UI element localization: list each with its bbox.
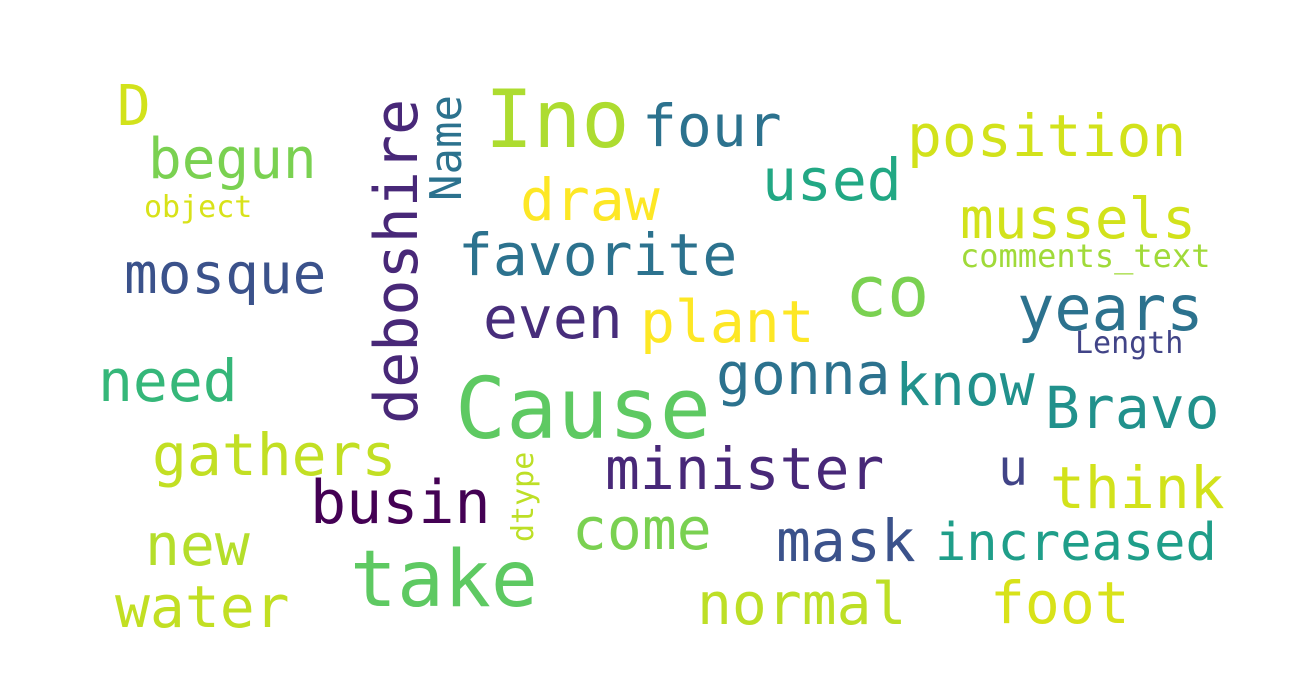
word-deboshire: deboshire [362,99,432,424]
word-gathers: gathers [152,421,396,489]
word-gonna: gonna [716,340,891,408]
word-object: object [144,190,252,225]
word-take: take [350,535,538,625]
word-ino: Ino [485,73,630,166]
word-position: position [907,102,1186,170]
word-bravo: Bravo [1045,374,1220,442]
word-begun: begun [148,127,317,192]
word-foot: foot [990,569,1130,637]
word-comments-text: comments_text [960,237,1210,275]
word-co: co [845,251,929,333]
word-cause: Cause [455,360,711,459]
word-increased: increased [935,513,1217,573]
word-mussels: mussels [960,187,1196,252]
word-favorite: favorite [458,221,737,289]
word-length: Length [1075,326,1183,361]
word-minister: minister [605,435,884,503]
word-cloud-words: Cause take Ino co deboshire busin position four… [98,73,1225,641]
word-plant: plant [640,288,815,356]
word-name: Name [421,95,472,201]
word-mosque: mosque [124,242,326,307]
word-even: even [483,284,623,352]
word-used: used [762,146,902,214]
word-d: D [117,74,151,139]
word-u: u [998,439,1028,497]
word-dtype: dtype [506,452,541,542]
word-think: think [1050,454,1225,522]
word-new: new [145,511,250,579]
word-water: water [115,573,290,641]
word-draw: draw [520,166,660,234]
word-come: come [572,495,712,563]
word-busin: busin [310,468,491,538]
word-need: need [98,347,238,415]
word-know: know [895,351,1035,419]
word-years: years [1017,272,1204,345]
word-four: four [642,92,782,160]
word-normal: normal [697,570,907,638]
word-mask: mask [776,507,916,575]
